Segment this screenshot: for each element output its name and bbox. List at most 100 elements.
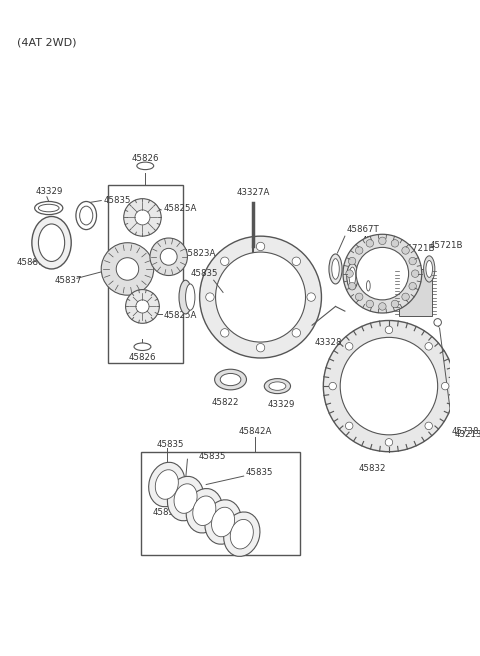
Ellipse shape — [38, 224, 65, 262]
Text: 45721B: 45721B — [401, 244, 435, 253]
Circle shape — [307, 293, 315, 301]
Ellipse shape — [349, 267, 356, 286]
Text: 45738: 45738 — [362, 236, 389, 245]
Circle shape — [379, 291, 386, 299]
Circle shape — [340, 337, 438, 435]
Text: 45825A: 45825A — [164, 203, 197, 213]
Circle shape — [385, 439, 393, 446]
Circle shape — [356, 247, 408, 300]
Ellipse shape — [76, 201, 96, 230]
Circle shape — [256, 344, 265, 352]
Ellipse shape — [168, 476, 204, 521]
Ellipse shape — [215, 369, 247, 390]
Ellipse shape — [186, 284, 195, 310]
Circle shape — [355, 247, 363, 254]
Bar — [399, 269, 432, 316]
Circle shape — [101, 243, 154, 295]
Circle shape — [385, 326, 393, 334]
Ellipse shape — [35, 201, 63, 215]
Circle shape — [135, 210, 150, 225]
Ellipse shape — [424, 256, 435, 282]
Circle shape — [329, 382, 336, 390]
Text: 45738: 45738 — [452, 426, 480, 436]
Circle shape — [346, 422, 353, 430]
Text: 45822: 45822 — [211, 398, 239, 407]
Text: 43329: 43329 — [36, 187, 63, 195]
Ellipse shape — [264, 379, 290, 394]
Text: 45835: 45835 — [153, 508, 180, 517]
Text: 45835: 45835 — [246, 468, 273, 477]
Circle shape — [346, 342, 353, 350]
Circle shape — [402, 247, 409, 254]
Bar — [141, 452, 300, 555]
Circle shape — [409, 257, 417, 265]
Circle shape — [206, 293, 214, 301]
Text: 45881T: 45881T — [17, 258, 49, 267]
Ellipse shape — [149, 462, 185, 506]
Circle shape — [346, 270, 353, 277]
Ellipse shape — [179, 280, 192, 314]
Text: 43213: 43213 — [455, 430, 480, 440]
Text: 45825A: 45825A — [164, 312, 197, 320]
Circle shape — [442, 382, 449, 390]
Circle shape — [160, 249, 177, 265]
Ellipse shape — [205, 500, 241, 544]
Ellipse shape — [212, 507, 235, 537]
Text: 45722A: 45722A — [390, 266, 423, 276]
Ellipse shape — [186, 489, 222, 533]
Ellipse shape — [459, 363, 472, 400]
Ellipse shape — [32, 216, 71, 269]
Circle shape — [366, 300, 373, 308]
Text: 45835: 45835 — [156, 440, 184, 449]
Text: 45832: 45832 — [358, 464, 386, 473]
Circle shape — [391, 239, 399, 247]
Ellipse shape — [329, 254, 342, 284]
Circle shape — [366, 239, 373, 247]
Ellipse shape — [365, 277, 372, 295]
Circle shape — [200, 236, 322, 358]
Ellipse shape — [156, 470, 179, 499]
Circle shape — [220, 257, 229, 266]
Text: 43329: 43329 — [267, 400, 295, 409]
Circle shape — [425, 342, 432, 350]
Circle shape — [124, 199, 161, 236]
Circle shape — [150, 238, 187, 276]
Text: 43328: 43328 — [314, 338, 342, 346]
Circle shape — [411, 270, 419, 277]
Circle shape — [409, 283, 417, 290]
Text: 45271: 45271 — [375, 251, 402, 259]
Ellipse shape — [269, 382, 286, 390]
Text: 45867T: 45867T — [347, 225, 380, 234]
Circle shape — [324, 321, 455, 452]
Text: 45826: 45826 — [132, 154, 159, 163]
Ellipse shape — [332, 258, 339, 279]
Ellipse shape — [193, 496, 216, 525]
Text: 43327A: 43327A — [236, 188, 270, 197]
Circle shape — [116, 258, 139, 280]
Ellipse shape — [134, 343, 151, 350]
Circle shape — [348, 257, 356, 265]
Text: 45837: 45837 — [54, 276, 82, 285]
Circle shape — [292, 257, 300, 266]
Ellipse shape — [224, 512, 260, 556]
Ellipse shape — [174, 483, 197, 514]
Text: 45823A: 45823A — [110, 279, 144, 287]
Circle shape — [355, 293, 363, 300]
Circle shape — [292, 329, 300, 337]
Circle shape — [343, 234, 422, 313]
Circle shape — [425, 422, 432, 430]
Text: 45835: 45835 — [191, 269, 218, 278]
Ellipse shape — [230, 520, 253, 549]
Text: 45823A: 45823A — [183, 249, 216, 258]
Text: 45835: 45835 — [197, 524, 224, 533]
Text: 45842A: 45842A — [238, 426, 272, 436]
Circle shape — [402, 293, 409, 300]
Text: 45721B: 45721B — [429, 241, 463, 250]
Circle shape — [379, 237, 386, 245]
Ellipse shape — [426, 260, 432, 277]
Circle shape — [256, 242, 265, 251]
Text: (4AT 2WD): (4AT 2WD) — [17, 37, 76, 47]
Circle shape — [220, 329, 229, 337]
Text: 45835: 45835 — [199, 452, 226, 461]
Circle shape — [136, 300, 149, 313]
